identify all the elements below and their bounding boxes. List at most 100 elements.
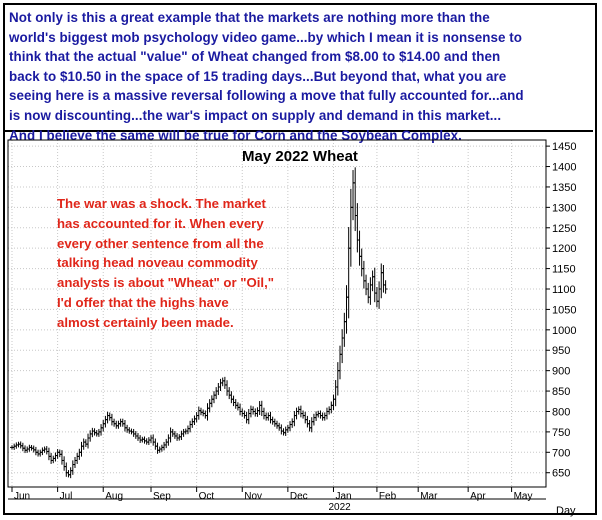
price-bar xyxy=(86,433,91,449)
price-bar xyxy=(168,427,173,443)
price-bar xyxy=(127,427,132,434)
annotation-line: talking head noveau commodity xyxy=(57,255,258,271)
y-tick-label: 1100 xyxy=(552,284,576,296)
commentary-text: Not only is this a great example that th… xyxy=(5,5,593,143)
price-bar xyxy=(12,443,17,450)
price-bar xyxy=(324,407,329,420)
price-bar xyxy=(131,428,136,437)
x-tick-label: Jul xyxy=(60,491,73,502)
price-bar xyxy=(38,449,43,457)
chart-annotation: The war was a shock. The market has acco… xyxy=(57,194,327,333)
price-bar xyxy=(198,407,203,416)
price-bar xyxy=(79,441,84,457)
price-bars xyxy=(10,167,388,479)
price-bar xyxy=(120,418,125,427)
price-bar xyxy=(316,410,321,418)
price-bar xyxy=(264,412,269,421)
chart-grid xyxy=(8,140,546,487)
price-bar xyxy=(248,405,253,418)
price-bar xyxy=(275,420,279,429)
y-tick-label: 1350 xyxy=(552,182,576,194)
price-bar xyxy=(94,430,99,437)
price-bar xyxy=(57,449,62,458)
price-bar xyxy=(142,436,147,444)
commentary-line: world's biggest mob psychology video gam… xyxy=(9,29,522,45)
price-bar xyxy=(66,470,71,478)
price-bar xyxy=(90,427,95,438)
price-bar xyxy=(220,377,225,387)
price-bar xyxy=(146,437,151,445)
price-bar xyxy=(255,407,260,417)
price-bar xyxy=(333,380,338,407)
y-tick-label: 800 xyxy=(552,406,570,418)
price-bar xyxy=(51,455,56,464)
y-tick-label: 1300 xyxy=(552,202,576,214)
price-bar xyxy=(209,395,214,408)
x-tick-label: Dec xyxy=(290,491,308,502)
x-tick-label: Jan xyxy=(335,491,351,502)
price-bar xyxy=(231,395,236,407)
price-bar xyxy=(59,450,64,465)
price-bar xyxy=(331,394,336,410)
price-bar xyxy=(192,415,197,426)
x-tick-label: Oct xyxy=(199,491,215,502)
price-bar xyxy=(307,420,312,432)
y-tick-label: 950 xyxy=(552,345,570,357)
y-tick-label: 1150 xyxy=(552,264,576,276)
price-bar xyxy=(216,382,221,396)
y-tick-label: 900 xyxy=(552,366,570,378)
price-bar xyxy=(320,412,325,421)
price-bar xyxy=(246,408,251,425)
price-bar xyxy=(40,447,45,456)
price-bar xyxy=(335,362,340,396)
x-tick-label: Jun xyxy=(14,491,30,502)
price-bar xyxy=(99,424,104,436)
price-bar xyxy=(357,230,362,266)
price-bar xyxy=(285,424,290,433)
x-tick-label: Aug xyxy=(105,491,123,502)
price-bar xyxy=(342,312,347,347)
price-bar xyxy=(218,378,223,392)
price-bar xyxy=(188,420,193,433)
price-bar xyxy=(327,406,332,415)
price-bar xyxy=(31,445,36,453)
price-bar xyxy=(114,420,119,429)
price-bar xyxy=(222,376,227,389)
y-tick-label: 1250 xyxy=(552,223,576,235)
price-bar xyxy=(14,442,19,449)
price-bar xyxy=(244,411,249,424)
y-tick-label: 650 xyxy=(552,468,570,480)
price-bar xyxy=(153,438,158,450)
price-bar xyxy=(101,419,106,432)
price-bar xyxy=(122,420,127,432)
x-tick-label: Apr xyxy=(470,491,486,502)
x-tick-label: Mar xyxy=(420,491,438,502)
price-bar xyxy=(109,413,114,426)
price-bar xyxy=(346,227,351,319)
price-bar xyxy=(75,452,80,464)
price-bar xyxy=(296,406,301,415)
price-bar xyxy=(227,387,232,400)
chart-title: May 2022 Wheat xyxy=(242,148,358,165)
price-bar xyxy=(46,447,51,461)
y-tick-label: 700 xyxy=(552,447,570,459)
price-bar xyxy=(194,412,199,423)
price-bar xyxy=(381,265,386,293)
price-bar xyxy=(292,411,297,427)
x-axis-label: Day xyxy=(556,505,576,517)
price-bar xyxy=(96,428,101,437)
price-bar xyxy=(20,442,25,452)
price-bar xyxy=(27,444,32,452)
price-bar xyxy=(355,203,360,253)
price-bar xyxy=(81,438,86,450)
commentary-line: think that the actual "value" of Wheat c… xyxy=(9,49,501,65)
price-bar xyxy=(266,412,271,421)
price-bar xyxy=(185,425,190,435)
x-tick-label: May xyxy=(514,491,533,502)
price-bar xyxy=(164,438,169,449)
price-bar xyxy=(294,407,299,420)
price-bar xyxy=(379,263,384,299)
price-bar xyxy=(138,435,143,443)
price-bar xyxy=(374,287,379,308)
